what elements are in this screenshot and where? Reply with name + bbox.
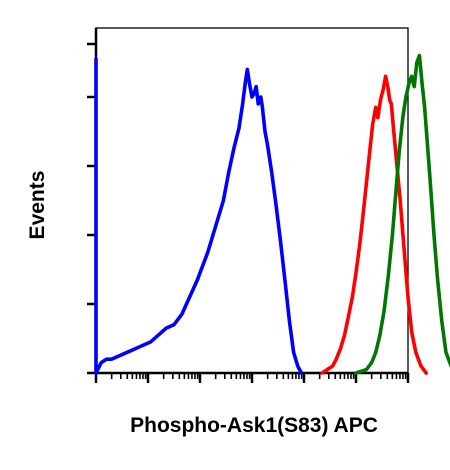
series-line-1 (94, 57, 304, 375)
y-axis-label: Events (26, 171, 49, 240)
x-axis-label: Phospho-Ask1(S83) APC (130, 414, 378, 437)
series-line-3 (354, 53, 450, 375)
plot-frame (95, 27, 409, 374)
series-line-2 (320, 74, 429, 375)
